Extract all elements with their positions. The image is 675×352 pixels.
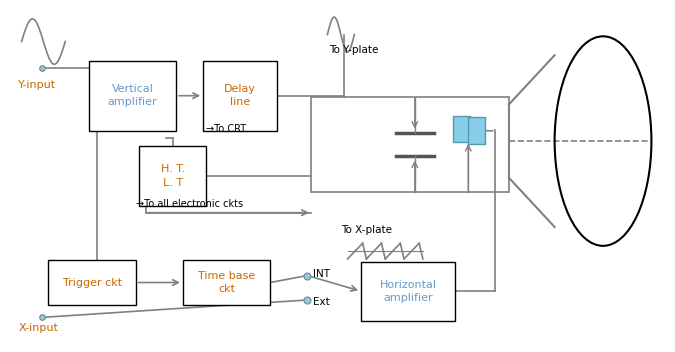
- Text: →To all electronic ckts: →To all electronic ckts: [136, 199, 243, 209]
- FancyBboxPatch shape: [468, 117, 485, 144]
- Text: INT: INT: [313, 269, 329, 279]
- FancyBboxPatch shape: [49, 260, 136, 305]
- Text: Horizontal
amplifier: Horizontal amplifier: [379, 279, 437, 303]
- Text: Time base
ckt: Time base ckt: [198, 271, 255, 294]
- Text: Trigger ckt: Trigger ckt: [63, 277, 122, 288]
- FancyBboxPatch shape: [139, 146, 207, 206]
- Text: Y-input: Y-input: [18, 80, 56, 90]
- Text: H. T.
L. T: H. T. L. T: [161, 164, 185, 188]
- FancyBboxPatch shape: [454, 115, 470, 142]
- Text: Ext: Ext: [313, 297, 329, 307]
- FancyBboxPatch shape: [361, 262, 455, 321]
- Text: →To CRT: →To CRT: [207, 124, 246, 134]
- Text: X-input: X-input: [18, 323, 58, 333]
- Text: To Y-plate: To Y-plate: [329, 45, 378, 55]
- Text: Vertical
amplifier: Vertical amplifier: [107, 84, 157, 107]
- FancyBboxPatch shape: [203, 61, 277, 131]
- FancyBboxPatch shape: [183, 260, 270, 305]
- Text: Delay
line: Delay line: [224, 84, 256, 107]
- FancyBboxPatch shape: [89, 61, 176, 131]
- Text: To X-plate: To X-plate: [341, 225, 392, 235]
